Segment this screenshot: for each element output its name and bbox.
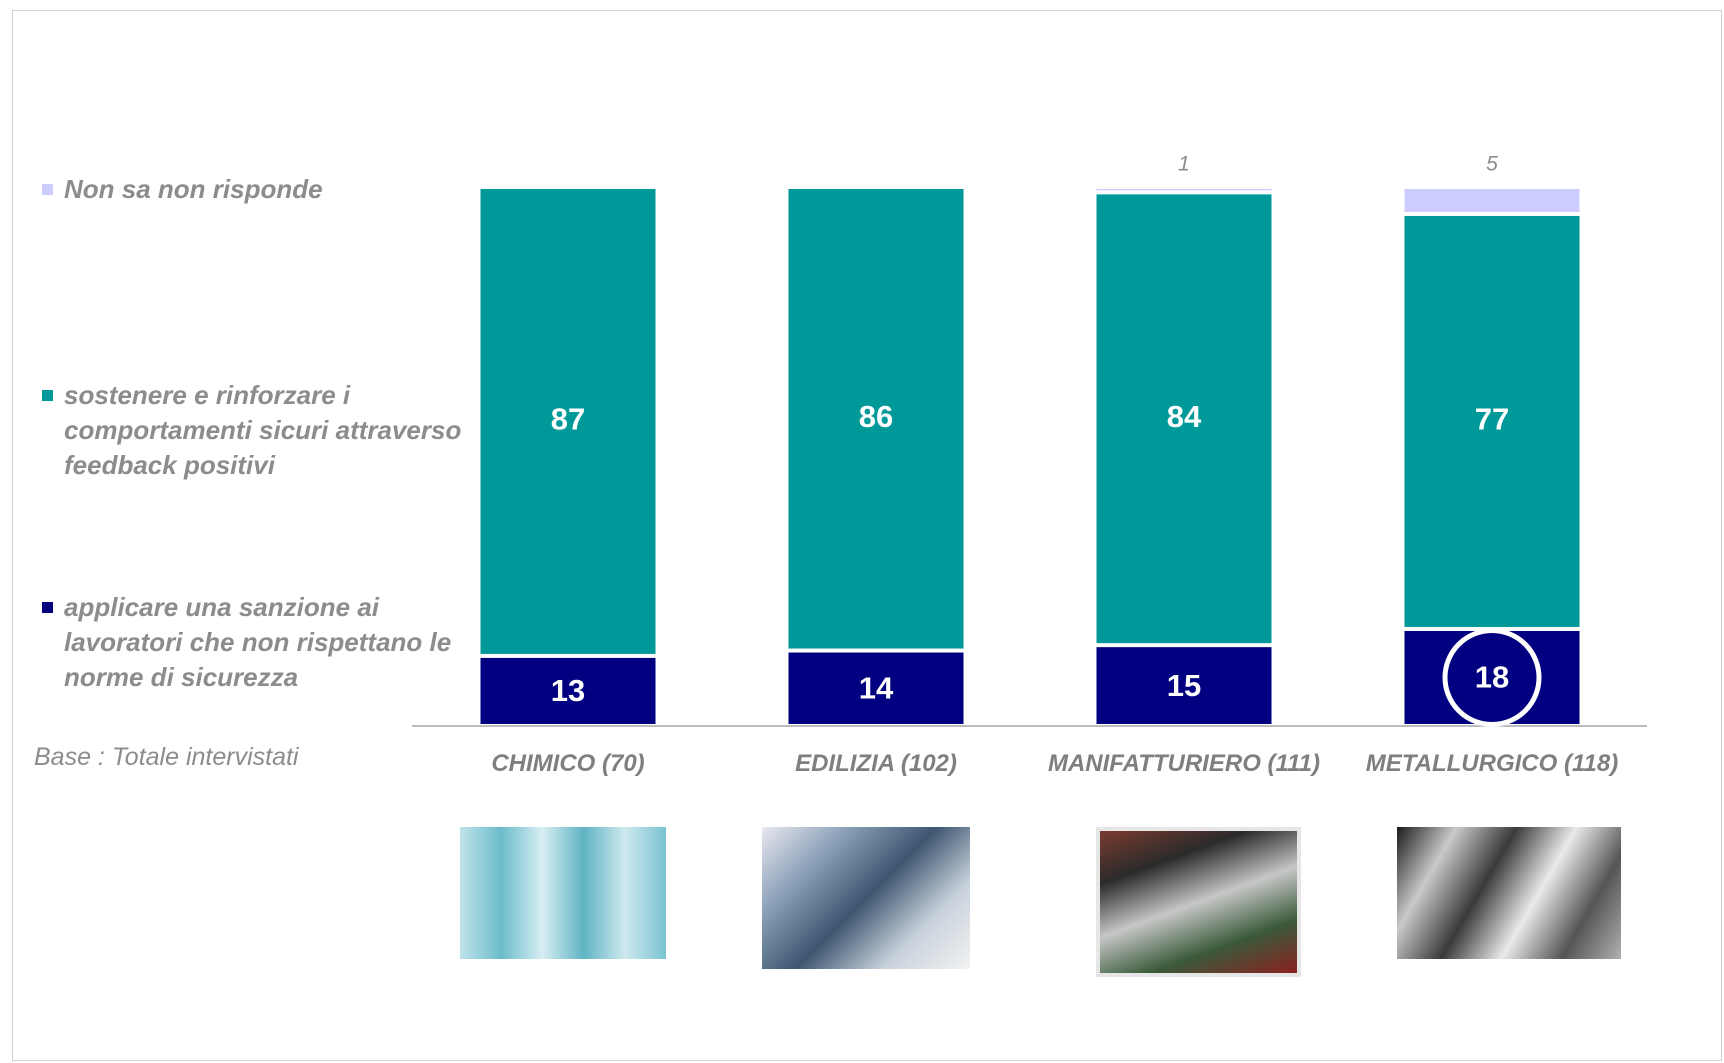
data-label: 18 [1475, 660, 1509, 695]
bar-segment [1096, 189, 1272, 191]
data-label: 14 [859, 670, 894, 705]
bar-segment [1404, 215, 1580, 627]
bar-segment [788, 189, 964, 649]
frame [12, 10, 1722, 1061]
legend-swatch [42, 602, 53, 613]
data-label: 5 [1486, 153, 1498, 176]
bar-segment [480, 189, 656, 654]
bar-segment [1096, 647, 1272, 724]
legend-swatch [42, 184, 53, 195]
data-label: 84 [1167, 399, 1202, 434]
bar-segment [1404, 189, 1580, 212]
data-label: 77 [1475, 402, 1509, 437]
legend-item: Non sa non risponde [42, 172, 462, 207]
highlight-circle [1442, 627, 1542, 727]
legend-swatch [42, 390, 53, 401]
data-label: 86 [859, 399, 893, 434]
bar-segment [788, 652, 964, 724]
bar-segment [480, 657, 656, 724]
legend-item: applicare una sanzione ai lavoratori che… [42, 590, 462, 695]
photo-chimico [460, 827, 666, 959]
legend-item: sostenere e rinforzare i comportamenti s… [42, 378, 462, 483]
data-label: 87 [551, 402, 585, 437]
photo-manifatturiero [1096, 827, 1301, 977]
data-label: 13 [551, 673, 585, 708]
base-note: Base : Totale intervistati [34, 743, 299, 771]
data-label: 1 [1178, 153, 1190, 176]
x-tick-label: MANIFATTURIERO (111) [1047, 750, 1320, 777]
x-tick-label: EDILIZIA (102) [795, 750, 957, 777]
x-tick-label: CHIMICO (70) [491, 750, 645, 777]
x-tick-label: METALLURGICO (118) [1365, 750, 1619, 777]
bar-segment [1404, 630, 1580, 724]
photo-metallurgico [1397, 827, 1621, 959]
data-label: 15 [1167, 668, 1201, 703]
bar-segment [1096, 194, 1272, 644]
photo-edilizia [762, 827, 970, 969]
